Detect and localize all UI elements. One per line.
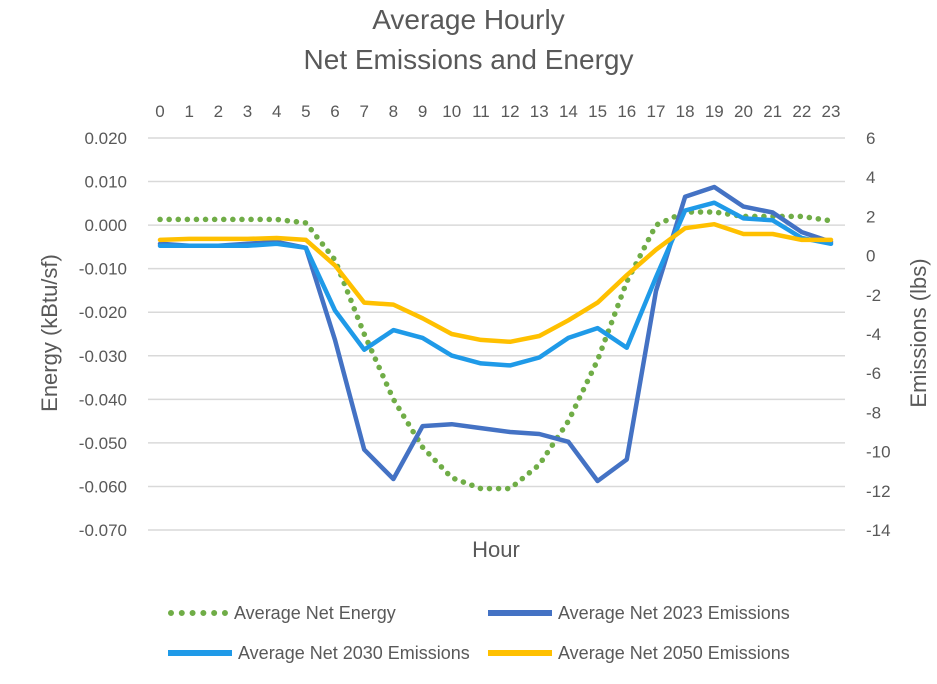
- x-tick-label: 12: [501, 102, 520, 121]
- x-tick-label: 10: [442, 102, 461, 121]
- x-tick-label: 0: [155, 102, 164, 121]
- chart-title-line-2: Net Emissions and Energy: [303, 44, 634, 75]
- y-left-tick-label: -0.070: [79, 521, 127, 540]
- y-right-tick-label: -12: [866, 482, 891, 501]
- y-left-tick-label: -0.060: [79, 477, 127, 496]
- chart-title-line-1: Average Hourly: [372, 4, 565, 35]
- y-right-tick-label: 2: [866, 207, 875, 226]
- x-tick-label: 23: [822, 102, 841, 121]
- x-tick-label: 21: [763, 102, 782, 121]
- y-right-tick-label: 4: [866, 168, 875, 187]
- x-tick-label: 17: [646, 102, 665, 121]
- y-left-tick-label: -0.020: [79, 303, 127, 322]
- x-tick-label: 14: [559, 102, 578, 121]
- x-axis-ticks: 0 1 2 3 4 5 6 7 8 9 10 11 12 13 14 15 16 17 18 19 20 21 22 23: [155, 102, 840, 121]
- y-left-axis-ticks: 0.020 0.010 0.000 -0.010 -0.020 -0.030 -0.040 -…: [79, 129, 127, 540]
- x-tick-label: 7: [359, 102, 368, 121]
- y-right-tick-label: -10: [866, 443, 891, 462]
- y-left-tick-label: -0.040: [79, 390, 127, 409]
- x-tick-label: 18: [676, 102, 695, 121]
- y-left-tick-label: 0.010: [84, 173, 127, 192]
- x-tick-label: 19: [705, 102, 724, 121]
- x-tick-label: 16: [617, 102, 636, 121]
- x-tick-label: 11: [472, 102, 490, 121]
- series-line-2050: [157, 221, 834, 345]
- gridlines: [148, 137, 845, 531]
- x-tick-label: 15: [588, 102, 607, 121]
- x-tick-label: 9: [418, 102, 427, 121]
- y-right-tick-label: -6: [866, 364, 881, 383]
- y-right-tick-label: 0: [866, 247, 875, 266]
- x-axis-title: Hour: [472, 537, 520, 562]
- series-line-net-energy: [157, 209, 834, 492]
- x-tick-label: 2: [214, 102, 223, 121]
- x-tick-label: 13: [530, 102, 549, 121]
- x-tick-label: 3: [243, 102, 252, 121]
- y-left-tick-label: -0.030: [79, 347, 127, 366]
- x-tick-label: 4: [272, 102, 281, 121]
- y-left-axis-title: Energy (kBtu/sf): [37, 254, 62, 412]
- x-tick-label: 20: [734, 102, 753, 121]
- y-right-axis-title: Emissions (lbs): [906, 258, 931, 407]
- series-line-2030: [157, 200, 834, 368]
- y-left-tick-label: -0.010: [79, 260, 127, 279]
- y-left-tick-label: 0.000: [84, 216, 127, 235]
- y-right-tick-label: -14: [866, 521, 891, 540]
- x-tick-label: 6: [330, 102, 339, 121]
- x-tick-label: 22: [792, 102, 811, 121]
- y-left-tick-label: 0.020: [84, 129, 127, 148]
- y-right-tick-label: -4: [866, 325, 881, 344]
- y-right-tick-label: -2: [866, 286, 881, 305]
- y-right-tick-label: 6: [866, 129, 875, 148]
- x-tick-label: 1: [184, 102, 193, 121]
- y-right-tick-label: -8: [866, 403, 881, 422]
- y-left-tick-label: -0.050: [79, 434, 127, 453]
- x-tick-label: 5: [301, 102, 310, 121]
- x-tick-label: 8: [389, 102, 398, 121]
- y-right-axis-ticks: 6 4 2 0 -2 -4 -6 -8 -10 -12 -14: [866, 129, 891, 540]
- series-lines: [157, 184, 834, 492]
